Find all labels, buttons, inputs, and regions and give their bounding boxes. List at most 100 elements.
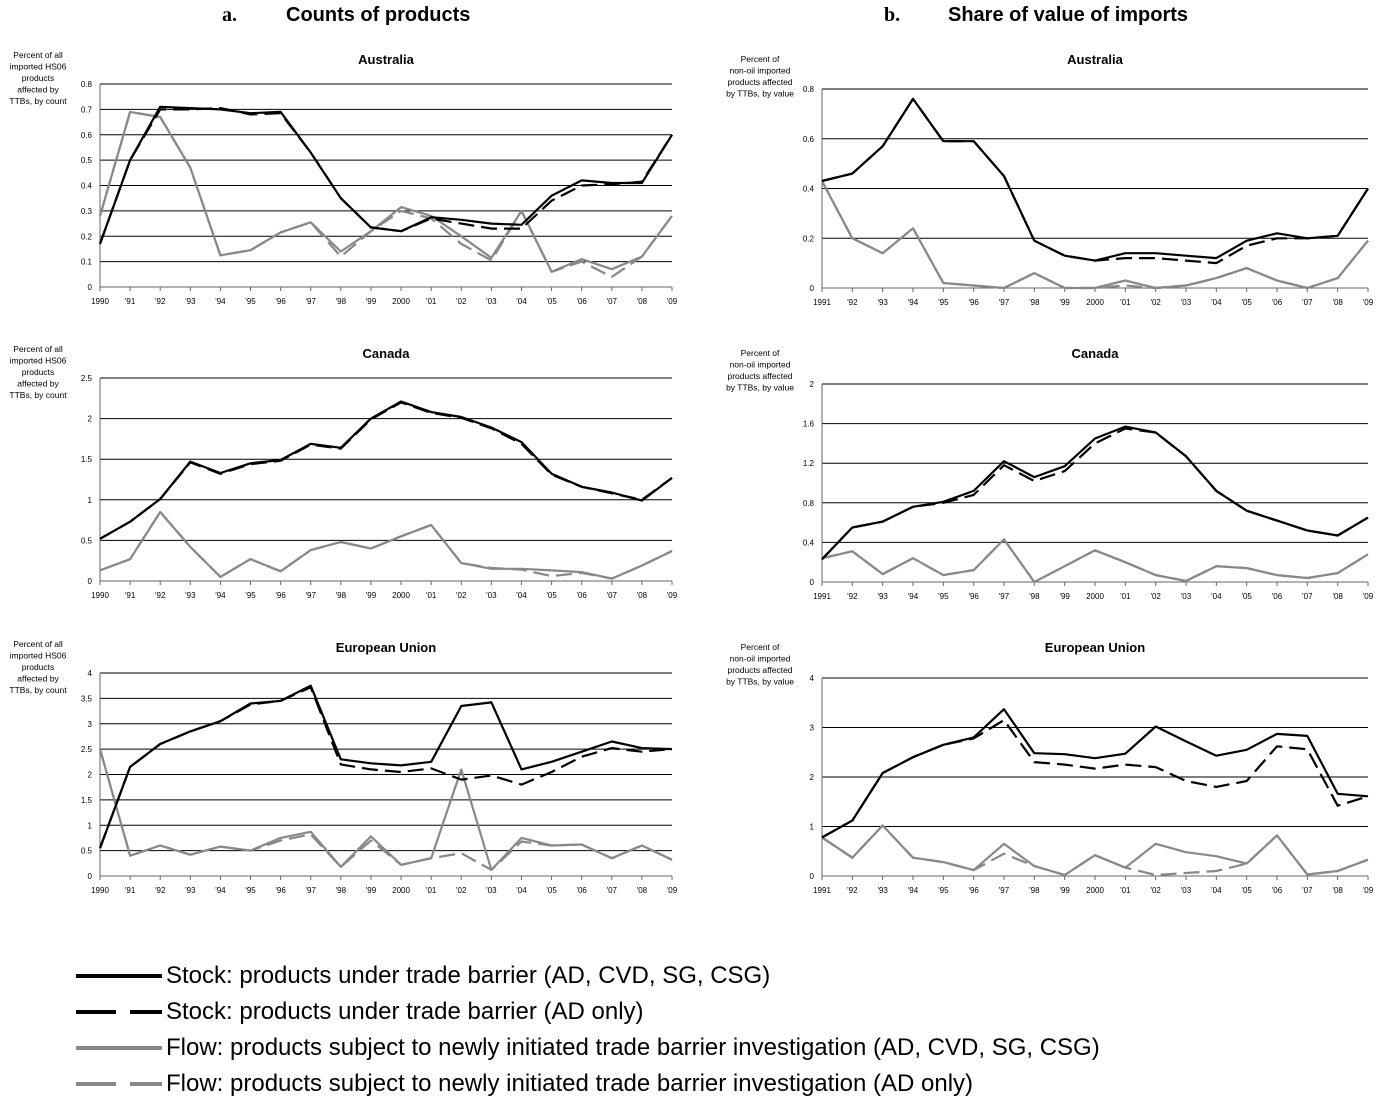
chart-a-australia-series-flow-all <box>98 110 673 273</box>
chart-a-european-union-xtick-label: '92 <box>155 886 166 895</box>
chart-b-european-union-xtick-label: '94 <box>908 886 919 895</box>
chart-a-australia-xtick-label: '09 <box>667 297 678 306</box>
chart-b-european-union-xtick-label: '97 <box>999 886 1010 895</box>
chart-b-european-union-ytick-label: 0 <box>810 872 815 881</box>
chart-a-canada-xtick-label: '95 <box>245 591 256 600</box>
chart-a-canada-xtick-label: '01 <box>426 591 437 600</box>
chart-a-canada-title: Canada <box>363 346 411 361</box>
chart-b-european-union-xtick-label: '05 <box>1241 886 1252 895</box>
chart-a-australia-xtick-label: '02 <box>456 297 467 306</box>
chart-a-european-union-ylabel-line: affected by <box>17 674 59 684</box>
chart-a-canada-series-flow-ad-only <box>99 510 673 580</box>
legend-label-flow-ad: Flow: products subject to newly initiate… <box>166 1070 974 1097</box>
chart-b-canada-ytick-label: 2 <box>810 380 815 389</box>
chart-a-european-union-ylabel-line: products <box>22 662 55 672</box>
chart-b-canada-xtick-label: '94 <box>908 592 919 601</box>
chart-a-canada-xtick-label: '97 <box>306 591 317 600</box>
chart-a-european-union-xtick-label: '02 <box>456 886 467 895</box>
legend-item-flow-all: Flow: products subject to newly initiate… <box>72 1030 1100 1066</box>
panel-b-letter: b. <box>884 4 901 26</box>
legend-label-stock-all: Stock: products under trade barrier (AD,… <box>166 962 771 989</box>
chart-b-european-union-xtick-label: 1991 <box>813 886 831 895</box>
chart-b-australia-xtick-label: '03 <box>1181 298 1192 307</box>
chart-b-canada-xtick-label: 1991 <box>813 592 831 601</box>
chart-b-european-union-ytick-label: 2 <box>810 773 815 782</box>
chart-a-european-union-ytick-label: 0 <box>88 872 93 881</box>
chart-a-australia-ytick-label: 0.7 <box>81 105 93 114</box>
chart-b-canada-xtick-label: '05 <box>1241 592 1252 601</box>
chart-b-canada-xtick-label: '95 <box>938 592 949 601</box>
chart-a-european-union-xtick-label: 1990 <box>91 886 109 895</box>
chart-b-australia-title: Australia <box>1067 52 1123 67</box>
chart-a-canada-ylabel-line: Percent of all <box>13 344 63 354</box>
chart-b-australia-xtick-label: 1991 <box>813 298 831 307</box>
chart-b-australia-xtick-label: '06 <box>1272 298 1283 307</box>
chart-b-canada-xtick-label: '93 <box>877 592 888 601</box>
legend: Stock: products under trade barrier (AD,… <box>72 958 1100 1102</box>
chart-b-australia-xtick-label: '02 <box>1150 298 1161 307</box>
chart-a-european-union-ytick-label: 3.5 <box>81 694 93 703</box>
chart-b-canada-xtick-label: '97 <box>999 592 1010 601</box>
chart-b-canada-xtick-label: '06 <box>1272 592 1283 601</box>
panel-a-title-text: Counts of products <box>286 4 471 26</box>
chart-b-european-union-xtick-label: '03 <box>1181 886 1192 895</box>
chart-a-canada-ylabel-line: products <box>22 367 55 377</box>
panel-a-letter: a. <box>222 4 237 26</box>
chart-b-australia-xtick-label: '99 <box>1059 298 1070 307</box>
chart-a-canada-xtick-label: '02 <box>456 591 467 600</box>
legend-label-flow-all: Flow: products subject to newly initiate… <box>166 1034 1100 1061</box>
chart-b-canada-ytick-label: 1.2 <box>803 459 815 468</box>
chart-a-canada-ylabel-line: imported HS06 <box>10 356 67 366</box>
chart-a-european-union-xtick-label: '97 <box>306 886 317 895</box>
chart-b-australia-series-stock-ad-only <box>821 97 1369 265</box>
chart-a-canada-ylabel-line: TTBs, by count <box>9 390 67 400</box>
chart-a-australia-title: Australia <box>358 52 414 67</box>
chart-b-european-union-series-stock-all <box>821 708 1369 839</box>
chart-b-canada-xtick-label: '09 <box>1363 592 1374 601</box>
chart-b-australia-xtick-label: '95 <box>938 298 949 307</box>
chart-a-european-union-xtick-label: '99 <box>366 886 377 895</box>
chart-a-australia-xtick-label: '07 <box>607 297 618 306</box>
chart-a-australia-ytick-label: 0.4 <box>81 182 93 191</box>
chart-a-canada: Canada Percent of all imported HS06product… <box>9 344 677 600</box>
chart-a-australia-xtick-label: '03 <box>486 297 497 306</box>
chart-a-australia-ytick-label: 0.8 <box>81 80 93 89</box>
chart-b-canada-xtick-label: '04 <box>1211 592 1222 601</box>
chart-b-european-union-xtick-label: '04 <box>1211 886 1222 895</box>
chart-b-european-union-ylabel-line: Percent of <box>741 642 780 652</box>
chart-a-canada-ytick-label: 1.5 <box>81 455 93 464</box>
chart-a-canada-xtick-label: '94 <box>215 591 226 600</box>
chart-b-european-union-xtick-label: '92 <box>847 886 858 895</box>
chart-b-canada-xtick-label: '01 <box>1120 592 1131 601</box>
chart-a-european-union-ytick-label: 2 <box>88 771 93 780</box>
chart-a-australia-ylabel-line: imported HS06 <box>10 62 67 72</box>
chart-b-australia-xtick-label: '09 <box>1363 298 1374 307</box>
chart-a-canada-series-stock-ad-only <box>99 401 673 540</box>
chart-b-european-union-xtick-label: '09 <box>1363 886 1374 895</box>
chart-b-australia-ylabel-line: by TTBs, by value <box>726 89 794 99</box>
chart-b-european-union: European Union Percent of non-oil imported… <box>726 640 1374 895</box>
chart-a-european-union-xtick-label: '07 <box>607 886 618 895</box>
chart-b-european-union-xtick-label: '96 <box>968 886 979 895</box>
panel-b-title: b. Share of value of imports <box>884 4 1188 27</box>
legend-swatch-stock-all <box>76 974 162 978</box>
chart-b-australia-xtick-label: '92 <box>847 298 858 307</box>
chart-b-australia-ytick-label: 0 <box>810 284 815 293</box>
chart-b-australia-xtick-label: '07 <box>1302 298 1313 307</box>
chart-b-canada-xtick-label: '07 <box>1302 592 1313 601</box>
chart-a-australia-ylabel-line: Percent of all <box>13 50 63 60</box>
chart-a-european-union-xtick-label: '03 <box>486 886 497 895</box>
chart-a-canada-xtick-label: '06 <box>576 591 587 600</box>
chart-a-european-union-series-stock-ad-only <box>98 686 673 849</box>
legend-item-flow-ad: Flow: products subject to newly initiate… <box>72 1066 1100 1102</box>
chart-a-australia-ylabel-line: products <box>22 73 55 83</box>
chart-a-canada-series-stock-all <box>99 400 673 540</box>
chart-a-canada-ytick-label: 2.5 <box>81 374 93 383</box>
chart-a-european-union-xtick-label: '05 <box>546 886 557 895</box>
chart-a-european-union-xtick-label: '94 <box>215 886 226 895</box>
chart-a-australia-ytick-label: 0.6 <box>81 131 93 140</box>
chart-a-australia-ytick-label: 0 <box>88 283 93 292</box>
chart-a-canada-ytick-label: 2 <box>88 415 93 424</box>
chart-b-australia: Australia Percent of non-oil importedprodu… <box>726 52 1374 307</box>
chart-b-australia-xtick-label: '97 <box>999 298 1010 307</box>
